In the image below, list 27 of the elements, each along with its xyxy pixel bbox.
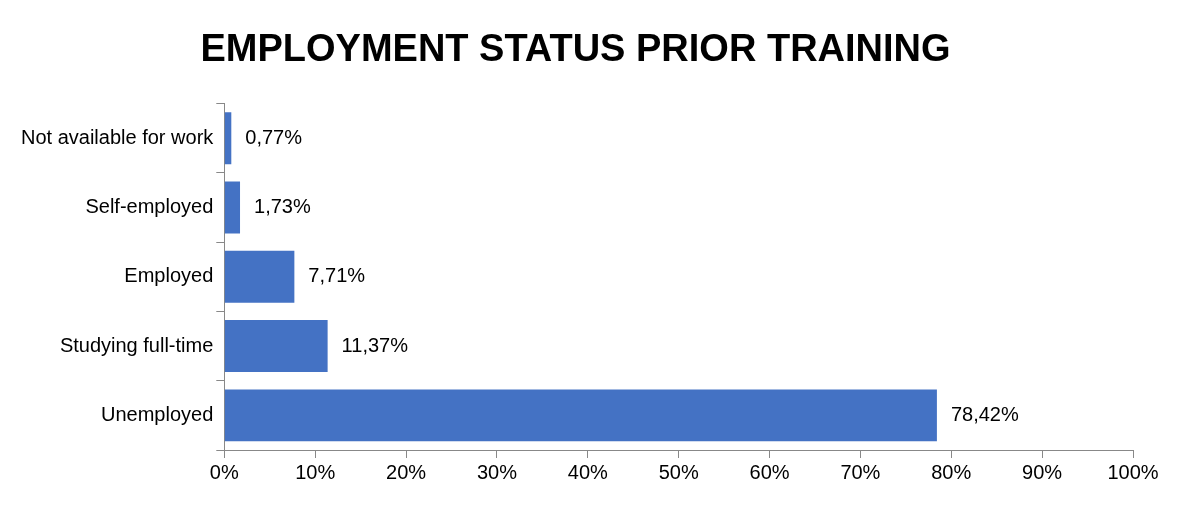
x-tick-label: 90% [1022,460,1063,483]
bar [224,112,232,165]
y-tick-label: Not available for work [20,125,215,148]
bar [224,389,937,442]
bar [224,181,241,234]
data-label: 7,71% [308,264,366,287]
data-label: 11,37% [341,333,409,356]
chart-title: EMPLOYMENT STATUS PRIOR TRAINING [200,27,951,70]
x-tick-label: 20% [386,460,427,483]
x-tick-label: 30% [476,460,518,483]
x-tick-label: 0% [209,460,239,483]
y-tick-label: Self-employed [85,195,214,218]
data-label: 1,73% [254,195,311,218]
x-tick-label: 80% [931,460,972,483]
y-tick-label: Unemployed [101,402,214,425]
x-tick-label: 60% [749,460,790,483]
y-tick-label: Employed [124,264,214,287]
bar [224,320,328,373]
x-tick-label: 10% [295,460,336,483]
bar [224,250,295,303]
data-label: 0,77% [245,125,303,148]
x-tick-label: 40% [567,460,609,483]
x-tick-label: 100% [1107,460,1159,483]
y-tick-label: Studying full-time [59,333,214,356]
x-tick-label: 70% [840,460,881,483]
data-label: 78,42% [950,402,1019,425]
x-tick-label: 50% [658,460,699,483]
